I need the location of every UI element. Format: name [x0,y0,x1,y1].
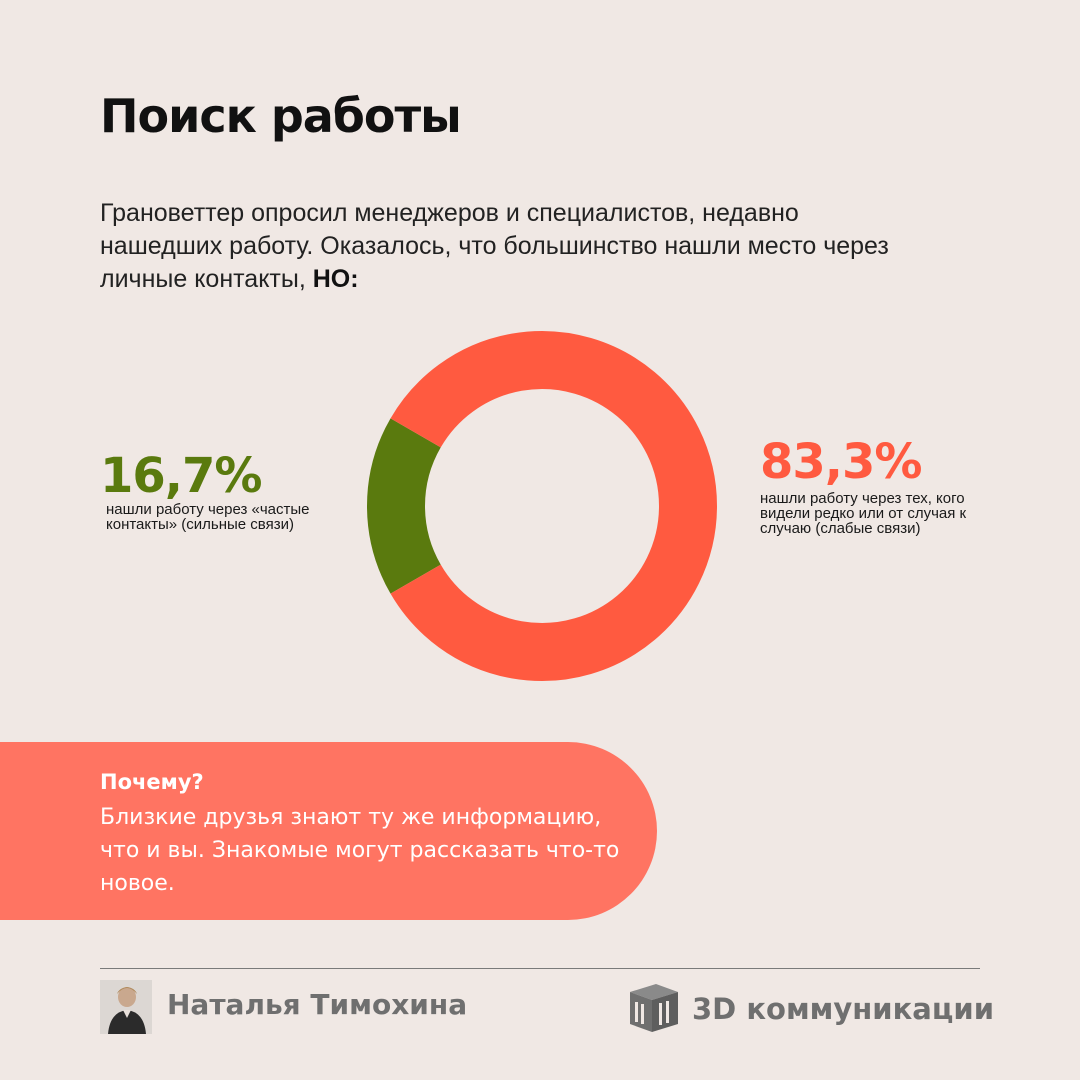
donut-slice-weak-ties [390,331,717,681]
why-callout [0,742,657,920]
intro-emphasis: НО: [312,265,359,293]
company-name: 3D коммуникации [692,992,995,1026]
weak-ties-percent: 83,3% [760,434,923,490]
page-title: Поиск работы [100,89,462,143]
weak-ties-caption: нашли работу через тех, кого видели редк… [760,490,967,537]
author-name: Наталья Тимохина [167,988,468,1021]
author-avatar [100,980,152,1034]
intro-text: Грановеттер опросил менеджеров и специал… [100,197,920,296]
why-text: Близкие друзья знают ту же информацию, ч… [100,805,620,896]
intro-body: Грановеттер опросил менеджеров и специал… [100,199,889,293]
strong-ties-caption: нашли работу через «частые контакты» (си… [106,501,310,533]
footer-divider [100,968,980,969]
strong-ties-percent: 16,7% [100,448,263,504]
why-title: Почему? [100,770,204,794]
company-logo-icon [626,982,682,1038]
donut-slice-strong-ties [367,418,442,594]
